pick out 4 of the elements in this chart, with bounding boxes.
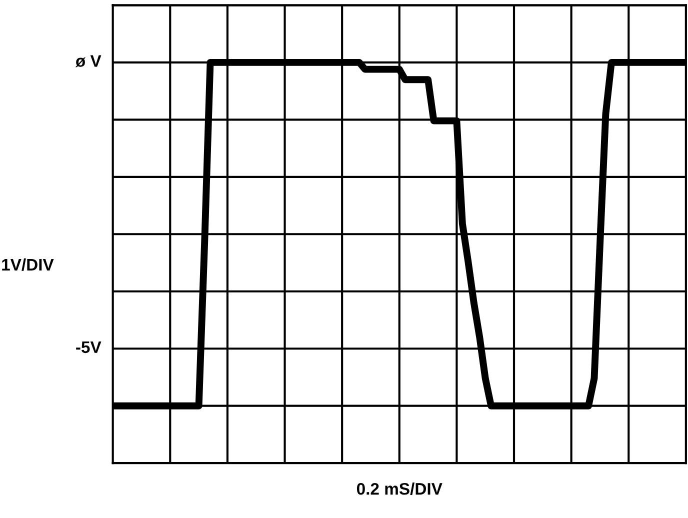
text: 1V/DIV xyxy=(2,258,54,271)
x-axis-title: 0.2 mS/DIV xyxy=(356,482,442,495)
text: -5V xyxy=(76,341,102,354)
text: ø V xyxy=(75,55,102,68)
